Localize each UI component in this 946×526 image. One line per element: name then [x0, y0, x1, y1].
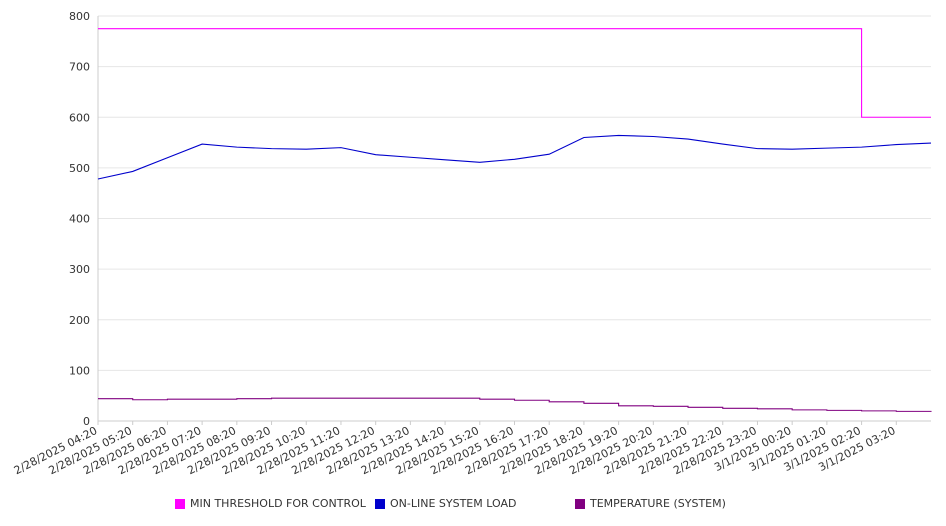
- x-tick-labels: 2/28/2025 04:202/28/2025 05:202/28/2025 …: [12, 424, 898, 477]
- series-line-2: [98, 397, 932, 412]
- series-layer: [97, 28, 932, 412]
- legend-swatch-system-load: [375, 498, 385, 509]
- legend-label-temperature: TEMPERATURE (SYSTEM): [590, 497, 726, 510]
- legend-item-min-threshold[interactable]: MIN THRESHOLD FOR CONTROL: [175, 497, 366, 510]
- legend: MIN THRESHOLD FOR CONTROL ON-LINE SYSTEM…: [0, 497, 946, 515]
- legend-label-min-threshold: MIN THRESHOLD FOR CONTROL: [190, 497, 366, 510]
- y-tick-label: 600: [69, 111, 90, 124]
- y-tick-label: 200: [69, 314, 90, 327]
- y-tick-labels: 0 100 200 300 400 500 600 700 800: [69, 10, 90, 428]
- line-chart: 0 100 200 300 400 500 600 700 800 2/28/2025 04:2…: [12, 10, 932, 477]
- y-tick-label: 300: [69, 263, 90, 276]
- y-tick-label: 800: [69, 10, 90, 23]
- axes-layer: [97, 16, 931, 425]
- y-tick-label: 400: [69, 213, 90, 226]
- y-tick-label: 700: [69, 61, 90, 74]
- legend-label-system-load: ON-LINE SYSTEM LOAD: [390, 497, 517, 510]
- y-tick-label: 100: [69, 364, 90, 377]
- y-tick-label: 500: [69, 162, 90, 175]
- series-line-1: [97, 134, 932, 180]
- legend-swatch-min-threshold: [175, 498, 185, 509]
- legend-item-system-load[interactable]: ON-LINE SYSTEM LOAD: [375, 497, 516, 510]
- y-tick-label: 0: [83, 415, 90, 428]
- legend-item-temperature[interactable]: TEMPERATURE (SYSTEM): [575, 497, 726, 510]
- legend-swatch-temperature: [575, 498, 585, 509]
- grid-layer: [98, 15, 931, 371]
- series-line-0: [98, 28, 931, 118]
